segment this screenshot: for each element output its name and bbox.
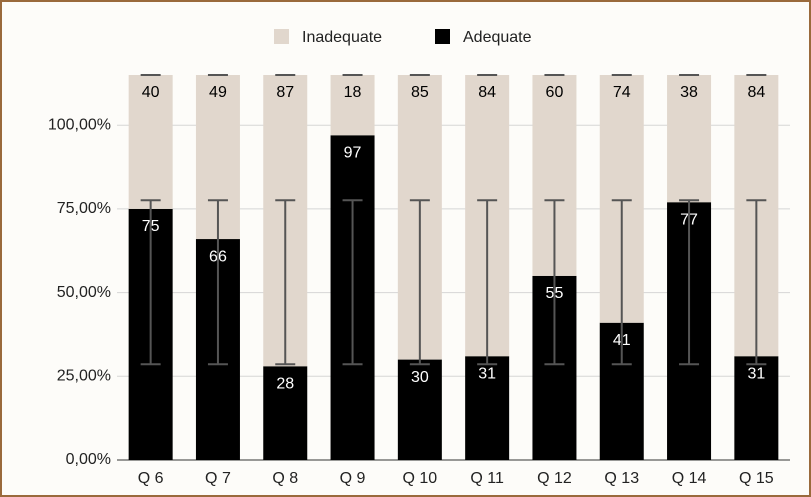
x-tick-label: Q 14 — [672, 470, 707, 487]
legend-label: Inadequate — [302, 29, 382, 46]
legend-swatch — [274, 29, 289, 44]
y-tick-label: 75,00% — [57, 200, 111, 217]
x-tick-label: Q 12 — [537, 470, 572, 487]
data-label: 74 — [613, 84, 631, 101]
data-label: 97 — [344, 144, 362, 161]
y-tick-label: 0,00% — [66, 451, 111, 468]
data-label: 28 — [276, 375, 294, 392]
x-tick-label: Q 13 — [604, 470, 639, 487]
bar-segment — [263, 366, 308, 460]
x-tick-label: Q 15 — [739, 470, 774, 487]
data-label: 84 — [478, 84, 496, 101]
bar-segment — [330, 75, 375, 136]
data-label: 30 — [411, 369, 429, 386]
y-tick-label: 25,00% — [57, 368, 111, 385]
bar-segment — [465, 356, 510, 460]
legend-swatch — [435, 29, 450, 44]
data-label: 85 — [411, 84, 429, 101]
x-tick-label: Q 10 — [403, 470, 438, 487]
data-label: 84 — [747, 84, 765, 101]
data-label: 18 — [344, 84, 362, 101]
legend-label: Adequate — [463, 29, 532, 46]
data-label: 38 — [680, 84, 698, 101]
data-label: 31 — [747, 365, 765, 382]
x-tick-label: Q 8 — [272, 470, 298, 487]
x-tick-label: Q 6 — [138, 470, 164, 487]
y-tick-label: 100,00% — [48, 116, 111, 133]
bar-segment — [128, 75, 173, 209]
bar-segment — [397, 359, 442, 460]
data-label: 40 — [142, 84, 160, 101]
x-tick-label: Q 9 — [340, 470, 366, 487]
bar-segment — [734, 356, 779, 460]
data-label: 31 — [478, 365, 496, 382]
y-tick-label: 50,00% — [57, 284, 111, 301]
x-tick-label: Q 11 — [470, 470, 504, 487]
x-tick-label: Q 7 — [205, 470, 231, 487]
data-label: 87 — [276, 84, 294, 101]
bar-segment — [667, 75, 712, 203]
data-label: 60 — [546, 84, 564, 101]
data-label: 49 — [209, 84, 227, 101]
